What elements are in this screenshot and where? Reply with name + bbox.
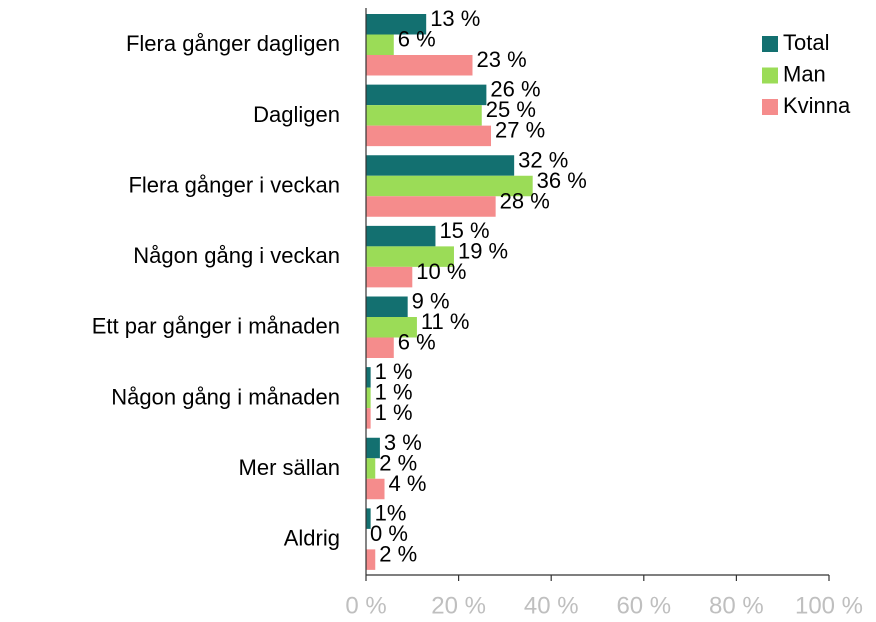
x-tick-label: 80 % — [709, 592, 764, 619]
category-label: Flera gånger i veckan — [128, 172, 340, 197]
data-label: 9 % — [412, 289, 450, 314]
legend-label: Man — [783, 61, 826, 86]
x-tick-label: 0 % — [345, 592, 386, 619]
data-label: 15 % — [439, 218, 489, 243]
data-label: 23 % — [476, 47, 526, 72]
legend-swatch — [762, 36, 778, 52]
data-label: 28 % — [500, 188, 550, 213]
bar — [366, 84, 487, 106]
category-label: Flera gånger dagligen — [126, 31, 340, 56]
bar — [366, 317, 417, 338]
bar — [366, 14, 427, 35]
bar — [366, 196, 496, 217]
data-label: 13 % — [430, 6, 480, 31]
bar — [366, 175, 533, 197]
bar — [366, 296, 408, 317]
category-label: Ett par gånger i månaden — [92, 314, 340, 339]
bar — [366, 225, 436, 247]
data-label: 32 % — [518, 147, 568, 172]
data-label: 0 % — [370, 521, 408, 546]
x-tick-label: 40 % — [524, 592, 579, 619]
bar — [366, 266, 413, 288]
bar — [366, 408, 371, 429]
data-label: 25 % — [486, 97, 536, 122]
data-label: 26 % — [490, 77, 540, 102]
category-label: Någon gång i månaden — [111, 384, 340, 409]
data-label: 10 % — [416, 259, 466, 284]
bar — [366, 367, 371, 388]
bar — [366, 155, 515, 176]
x-tick-label: 60 % — [616, 592, 671, 619]
category-label: Någon gång i veckan — [133, 243, 340, 268]
data-label: 2 % — [379, 450, 417, 475]
bar — [366, 34, 394, 55]
bar — [366, 105, 482, 126]
category-label: Dagligen — [253, 102, 340, 127]
data-label: 19 % — [458, 238, 508, 263]
bar — [366, 508, 371, 529]
bar — [366, 337, 394, 358]
bar — [366, 458, 376, 479]
x-tick-label: 100 % — [795, 592, 863, 619]
x-tick-label: 20 % — [431, 592, 486, 619]
data-label: 4 % — [389, 471, 427, 496]
legend-swatch — [762, 99, 778, 115]
data-label: 1 % — [375, 359, 413, 384]
data-label: 11 % — [421, 309, 470, 334]
data-label: 3 % — [384, 430, 422, 455]
bar — [366, 549, 376, 570]
data-label: 1% — [375, 500, 407, 525]
legend-label: Total — [783, 30, 829, 55]
category-label: Aldrig — [284, 526, 340, 551]
bar — [366, 478, 385, 500]
data-label: 6 % — [398, 330, 436, 355]
legend-swatch — [762, 67, 778, 84]
data-label: 2 % — [379, 541, 417, 566]
legend-label: Kvinna — [783, 93, 851, 118]
data-label: 1 % — [375, 400, 413, 425]
data-label: 1 % — [375, 380, 413, 405]
bar — [366, 55, 473, 76]
bar — [366, 437, 380, 459]
bar — [366, 125, 492, 147]
data-label: 6 % — [398, 27, 436, 52]
bar — [366, 246, 454, 267]
data-label: 36 % — [537, 168, 587, 193]
data-label: 27 % — [495, 118, 545, 143]
category-label: Mer sällan — [239, 455, 340, 480]
bar — [366, 387, 371, 409]
